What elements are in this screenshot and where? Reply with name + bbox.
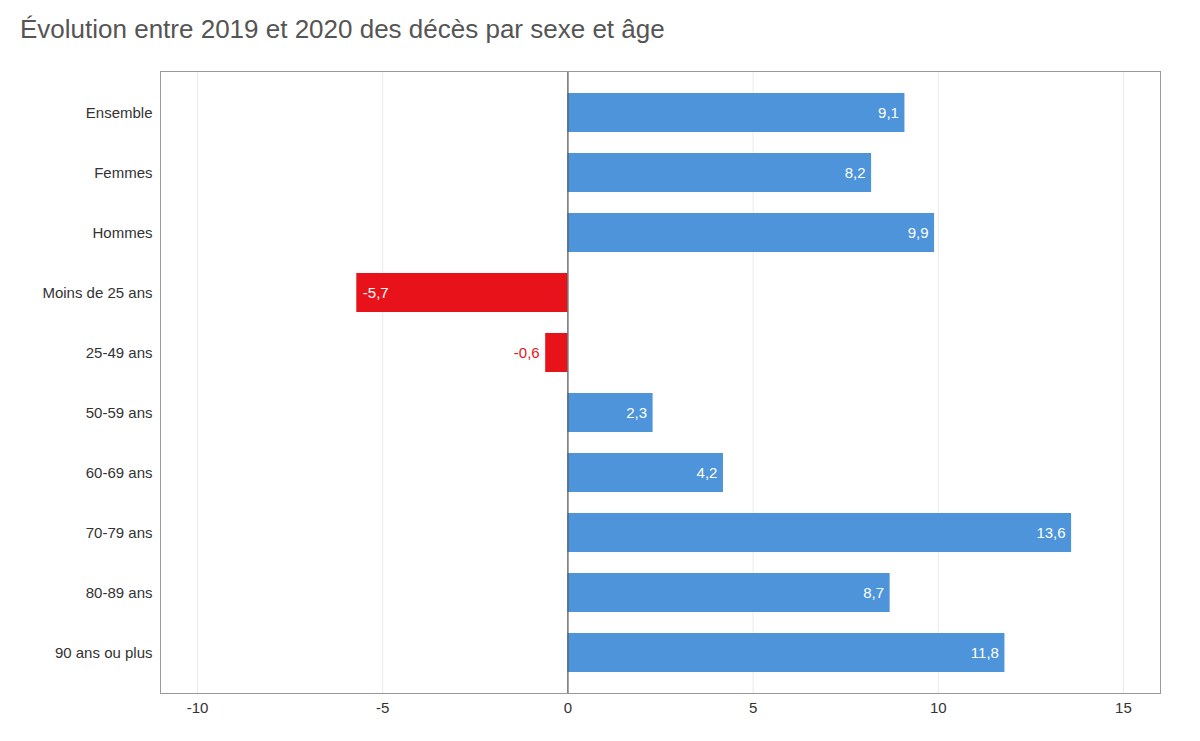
svg-text:50-59 ans: 50-59 ans [86, 404, 153, 421]
svg-text:9,9: 9,9 [908, 224, 929, 241]
svg-text:-10: -10 [187, 699, 209, 716]
svg-text:60-69 ans: 60-69 ans [86, 464, 153, 481]
svg-text:9,1: 9,1 [878, 104, 899, 121]
svg-text:Ensemble: Ensemble [86, 104, 153, 121]
svg-text:2,3: 2,3 [626, 404, 647, 421]
svg-text:-0,6: -0,6 [514, 344, 540, 361]
svg-text:Femmes: Femmes [94, 164, 152, 181]
svg-text:5: 5 [749, 699, 757, 716]
svg-text:-5: -5 [376, 699, 389, 716]
svg-text:Hommes: Hommes [92, 224, 152, 241]
svg-text:90 ans ou plus: 90 ans ou plus [55, 644, 153, 661]
svg-text:8,2: 8,2 [845, 164, 866, 181]
svg-text:15: 15 [1115, 699, 1132, 716]
svg-text:Moins de 25 ans: Moins de 25 ans [42, 284, 152, 301]
svg-text:11,8: 11,8 [971, 644, 999, 661]
svg-text:8,7: 8,7 [863, 584, 884, 601]
svg-text:0: 0 [564, 699, 572, 716]
svg-text:-5,7: -5,7 [363, 284, 389, 301]
svg-text:70-79 ans: 70-79 ans [86, 524, 153, 541]
svg-text:25-49 ans: 25-49 ans [86, 344, 153, 361]
svg-text:4,2: 4,2 [697, 464, 718, 481]
svg-text:13,6: 13,6 [1036, 524, 1065, 541]
html-text:Évolution entre 2019 et 2020 d: Évolution entre 2019 et 2020 des décès p… [20, 14, 665, 44]
svg-text:80-89 ans: 80-89 ans [86, 584, 153, 601]
svg-text:10: 10 [930, 699, 947, 716]
